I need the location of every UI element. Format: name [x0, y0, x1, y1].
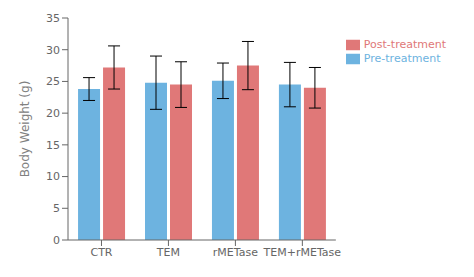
svg-text:20: 20 [46, 107, 60, 120]
html-text:Post-treatment: Post-treatment [363, 38, 446, 51]
svg-text:5: 5 [53, 202, 60, 215]
svg-text:15: 15 [46, 139, 60, 152]
svg-text:Body Weight (g): Body Weight (g) [18, 81, 32, 178]
svg-text:30: 30 [46, 44, 60, 57]
svg-text:10: 10 [46, 170, 60, 183]
svg-text:35: 35 [46, 12, 60, 25]
svg-text:25: 25 [46, 75, 60, 88]
svg-text:TEM+rMETase: TEM+rMETase [263, 246, 342, 259]
svg-text:CTR: CTR [90, 246, 112, 259]
svg-text:rMETase: rMETase [213, 246, 258, 259]
html-text:Pre-treatment: Pre-treatment [363, 52, 441, 65]
svg-text:TEM: TEM [156, 246, 180, 259]
svg-text:0: 0 [53, 234, 60, 247]
